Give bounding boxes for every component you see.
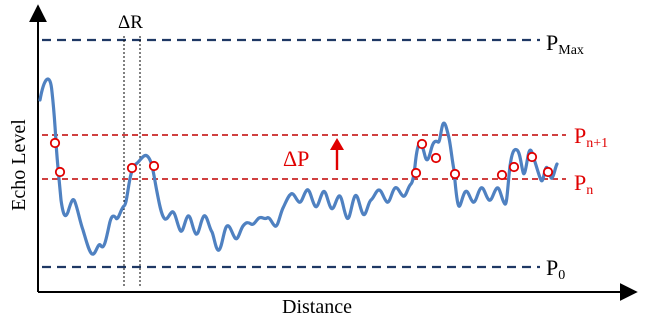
marker (410, 167, 422, 179)
p-n-label: Pn (574, 170, 593, 198)
marker (430, 152, 442, 164)
marker (416, 138, 428, 150)
crossing-point-markers (49, 137, 554, 181)
marker (508, 161, 520, 173)
marker (496, 169, 508, 181)
marker (49, 137, 61, 149)
marker (54, 166, 66, 178)
p-max-label: PMax (546, 30, 584, 58)
marker (449, 168, 461, 180)
echo-signal-curve (38, 77, 559, 256)
delta-p-label: ΔP (283, 146, 309, 171)
marker (542, 166, 554, 178)
marker (126, 162, 138, 174)
delta-p-arrowhead (330, 138, 344, 150)
p-n1-label: Pn+1 (574, 123, 608, 151)
x-axis-label: Distance (282, 296, 352, 318)
p-0-label: P0 (546, 255, 565, 283)
marker (526, 151, 538, 163)
delta-r-label: ΔR (118, 12, 143, 33)
marker (148, 160, 160, 172)
y-axis-label: Echo Level (8, 119, 30, 211)
